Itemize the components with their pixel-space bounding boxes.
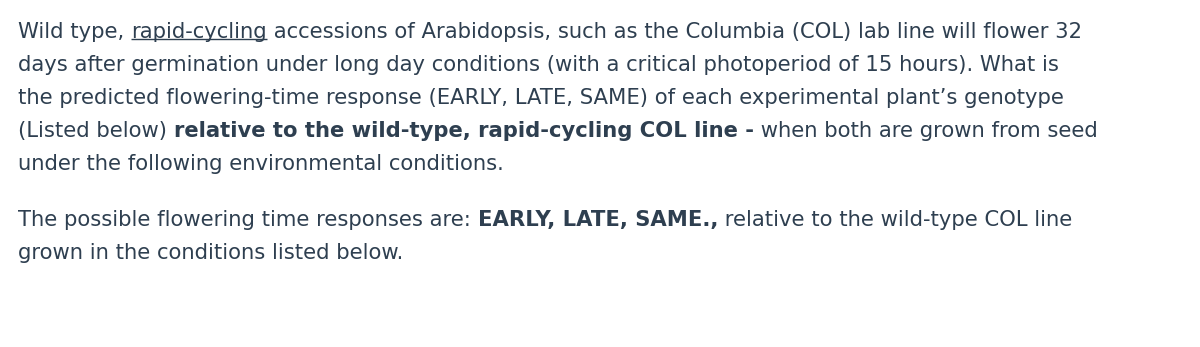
Text: when both are grown from seed: when both are grown from seed xyxy=(754,121,1098,141)
Text: the predicted flowering-time response (EARLY, LATE, SAME) of each experimental p: the predicted flowering-time response (E… xyxy=(18,88,1064,108)
Text: days after germination under long day conditions (with a critical photoperiod of: days after germination under long day co… xyxy=(18,55,1058,75)
Text: relative to the wild-type, rapid-cycling COL line -: relative to the wild-type, rapid-cycling… xyxy=(174,121,754,141)
Text: under the following environmental conditions.: under the following environmental condit… xyxy=(18,154,504,174)
Text: The possible flowering time responses are:: The possible flowering time responses ar… xyxy=(18,210,478,230)
Text: relative to the wild-type COL line: relative to the wild-type COL line xyxy=(718,210,1073,230)
Text: accessions of Arabidopsis, such as the Columbia (COL) lab line will flower 32: accessions of Arabidopsis, such as the C… xyxy=(266,22,1081,42)
Text: Wild type,: Wild type, xyxy=(18,22,131,42)
Text: (Listed below): (Listed below) xyxy=(18,121,174,141)
Text: grown in the conditions listed below.: grown in the conditions listed below. xyxy=(18,243,403,263)
Text: EARLY, LATE, SAME.,: EARLY, LATE, SAME., xyxy=(478,210,718,230)
Text: rapid-cycling: rapid-cycling xyxy=(131,22,266,42)
